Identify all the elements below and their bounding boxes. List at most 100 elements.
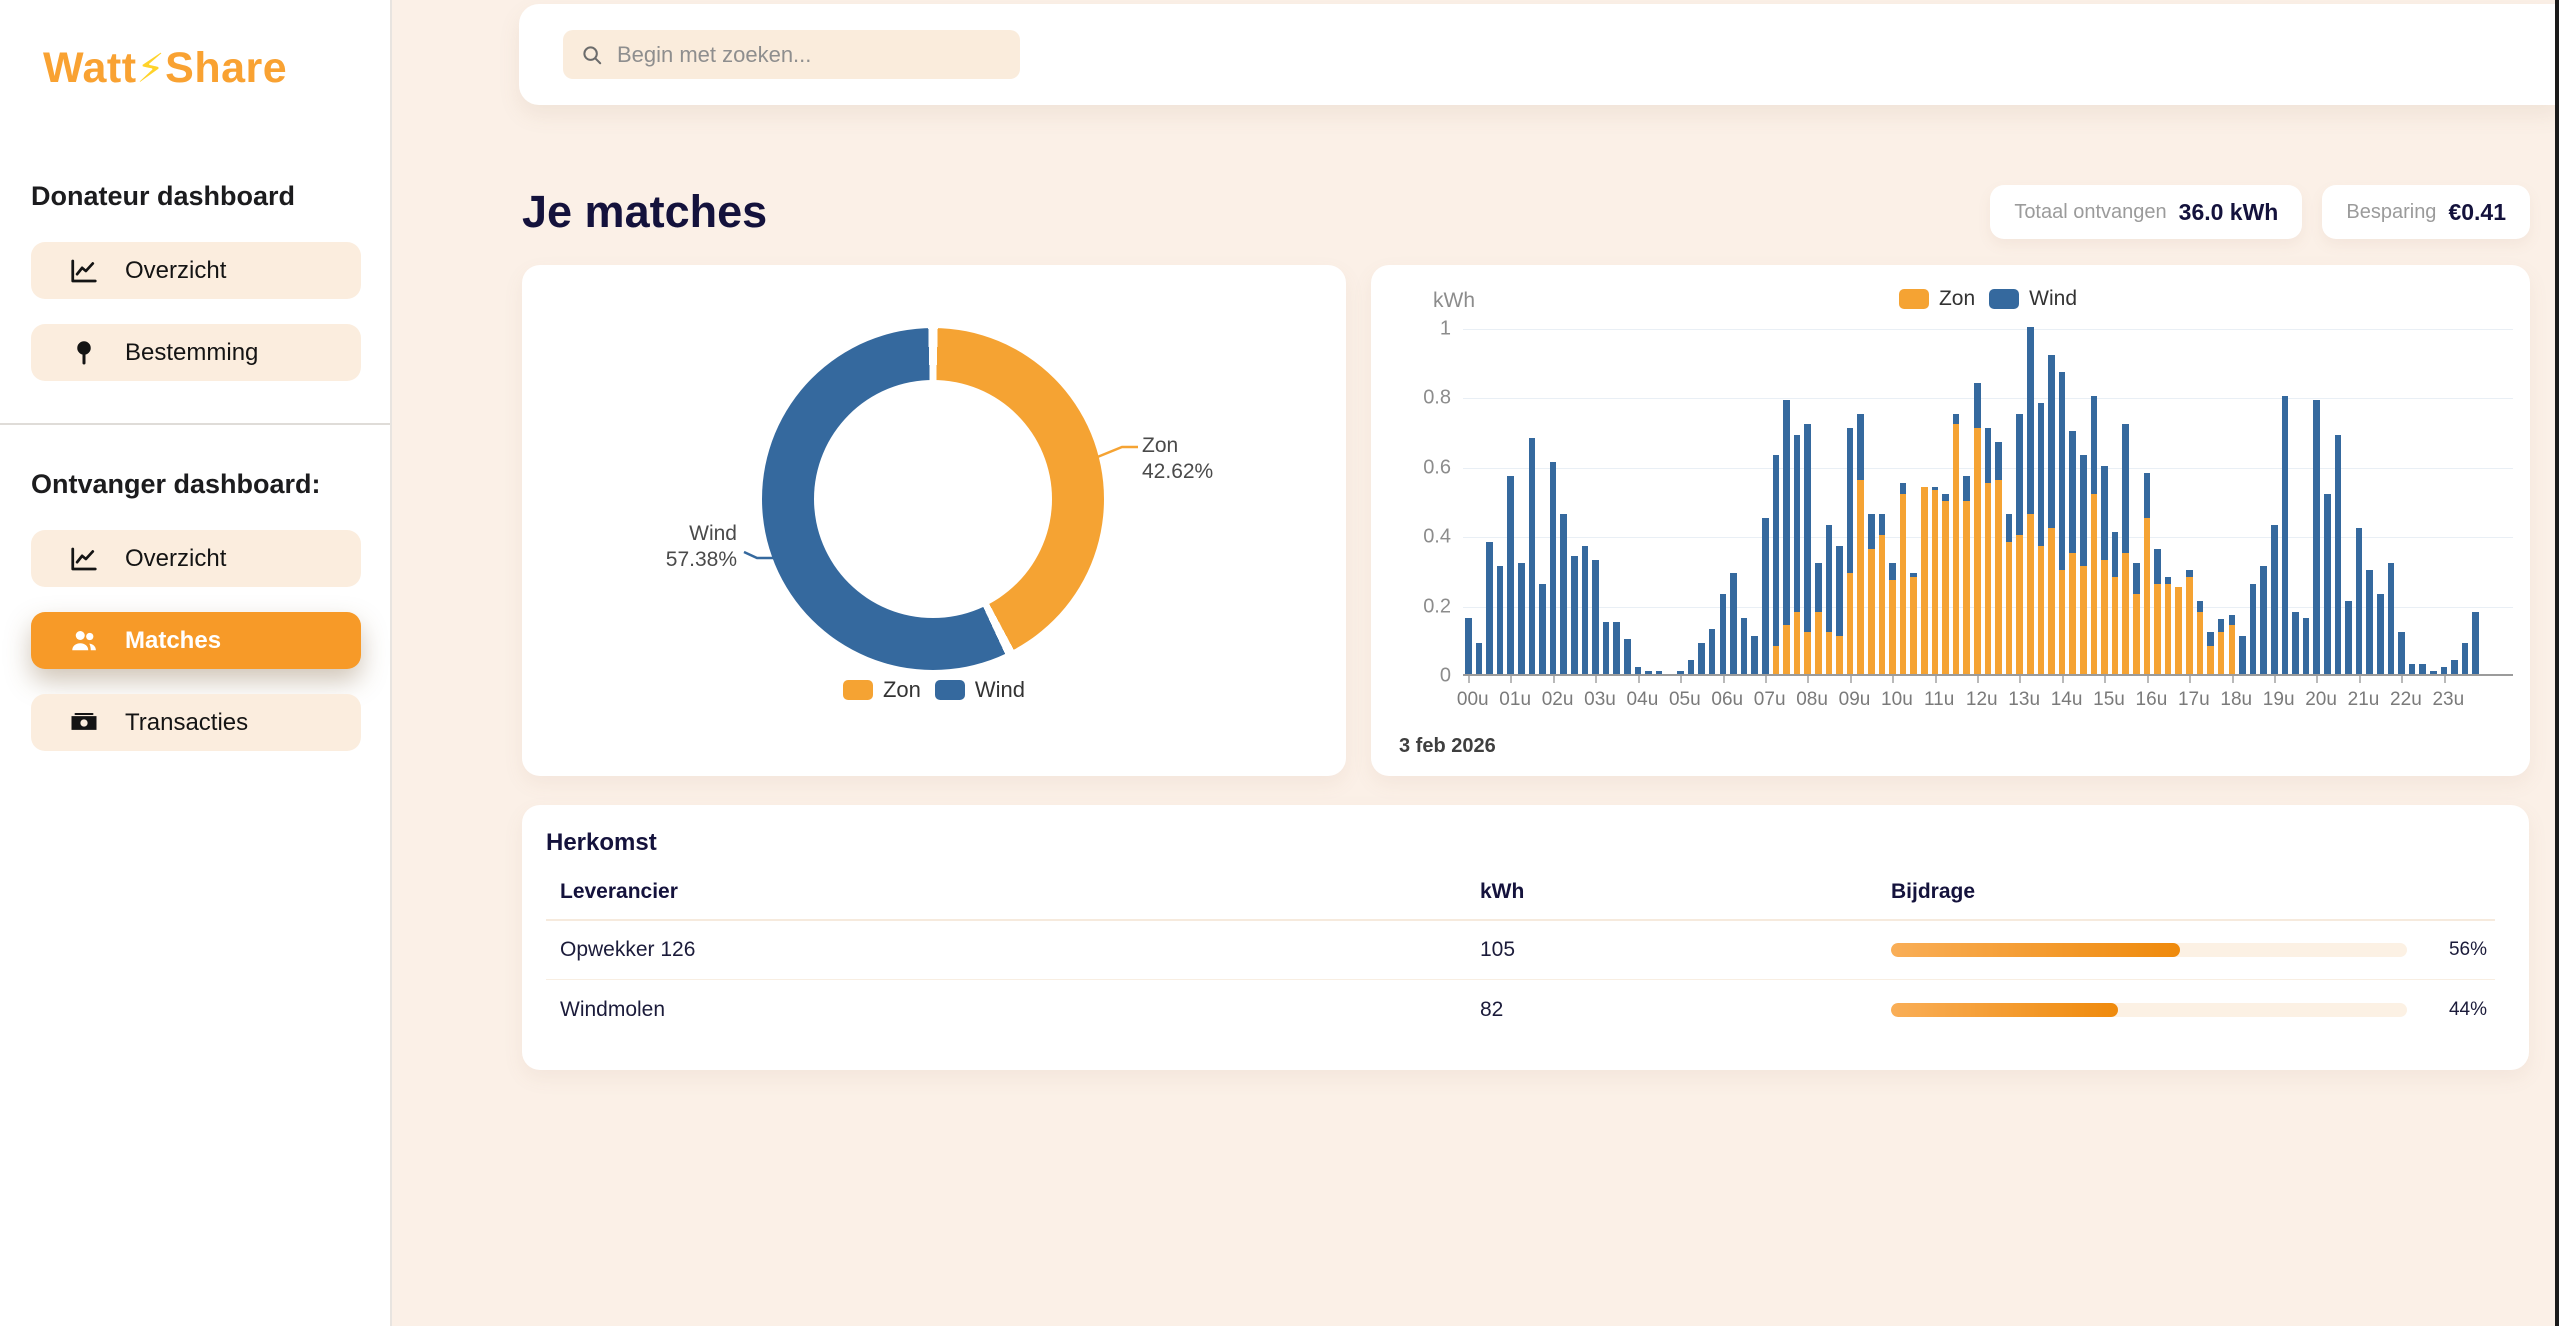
bar-quarter-hour[interactable]: [2101, 327, 2108, 674]
bar-quarter-hour[interactable]: [1931, 327, 1939, 674]
donut-chart[interactable]: [762, 328, 1104, 670]
bar-quarter-hour[interactable]: [2058, 327, 2066, 674]
search-box[interactable]: [563, 30, 1020, 79]
bar-quarter-hour[interactable]: [1751, 327, 1758, 674]
bar-quarter-hour[interactable]: [2037, 327, 2045, 674]
bar-quarter-hour[interactable]: [1708, 327, 1716, 674]
bar-quarter-hour[interactable]: [2398, 327, 2405, 674]
bar-quarter-hour[interactable]: [2207, 327, 2214, 674]
bar-quarter-hour[interactable]: [2111, 327, 2119, 674]
bar-quarter-hour[interactable]: [2302, 327, 2310, 674]
bar-quarter-hour[interactable]: [1613, 327, 1621, 674]
bar-quarter-hour[interactable]: [1677, 327, 1684, 674]
bar-quarter-hour[interactable]: [1825, 327, 1833, 674]
bar-quarter-hour[interactable]: [2334, 327, 2342, 674]
legend-item-zon[interactable]: Zon: [1898, 287, 1975, 311]
bar-quarter-hour[interactable]: [2292, 327, 2299, 674]
bar-quarter-hour[interactable]: [1857, 327, 1864, 674]
bar-quarter-hour[interactable]: [2366, 327, 2373, 674]
bar-quarter-hour[interactable]: [1772, 327, 1780, 674]
bar-quarter-hour[interactable]: [2090, 327, 2098, 674]
bar-quarter-hour[interactable]: [2281, 327, 2289, 674]
bar-quarter-hour[interactable]: [1528, 327, 1536, 674]
bar-quarter-hour[interactable]: [2472, 327, 2479, 674]
bar-quarter-hour[interactable]: [2313, 327, 2320, 674]
search-input[interactable]: [616, 41, 1002, 68]
sidebar-item-matches[interactable]: Matches: [31, 612, 361, 669]
bar-quarter-hour[interactable]: [2260, 327, 2267, 674]
bar-quarter-hour[interactable]: [1804, 327, 1811, 674]
bar-quarter-hour[interactable]: [1910, 327, 1917, 674]
bar-quarter-hour[interactable]: [2270, 327, 2278, 674]
bar-quarter-hour[interactable]: [2164, 327, 2172, 674]
bar-quarter-hour[interactable]: [2027, 327, 2034, 674]
bar-quarter-hour[interactable]: [1730, 327, 1737, 674]
bar-quarter-hour[interactable]: [2175, 327, 2183, 674]
bar-quarter-hour[interactable]: [1698, 327, 1705, 674]
legend-item-wind[interactable]: Wind: [934, 677, 1025, 703]
bar-quarter-hour[interactable]: [2196, 327, 2204, 674]
bar-quarter-hour[interactable]: [2408, 327, 2416, 674]
bar-quarter-hour[interactable]: [1592, 327, 1599, 674]
bar-quarter-hour[interactable]: [1486, 327, 1493, 674]
sidebar-item-overzicht-ontvanger[interactable]: Overzicht: [31, 530, 361, 587]
bar-quarter-hour[interactable]: [2345, 327, 2352, 674]
bar-quarter-hour[interactable]: [1518, 327, 1525, 674]
bar-quarter-hour[interactable]: [1867, 327, 1875, 674]
bar-quarter-hour[interactable]: [2440, 327, 2448, 674]
bar-quarter-hour[interactable]: [2461, 327, 2469, 674]
bar-quarter-hour[interactable]: [2122, 327, 2130, 674]
bar-quarter-hour[interactable]: [1687, 327, 1695, 674]
bar-quarter-hour[interactable]: [2429, 327, 2437, 674]
bar-quarter-hour[interactable]: [1719, 327, 1727, 674]
table-row[interactable]: Opwekker 126 105 56%: [546, 921, 2495, 980]
bar-quarter-hour[interactable]: [2249, 327, 2257, 674]
bar-quarter-hour[interactable]: [2376, 327, 2384, 674]
bar-quarter-hour[interactable]: [1634, 327, 1642, 674]
bar-quarter-hour[interactable]: [2154, 327, 2161, 674]
bar-quarter-hour[interactable]: [1814, 327, 1822, 674]
bar-quarter-hour[interactable]: [1846, 327, 1854, 674]
bar-quarter-hour[interactable]: [1974, 327, 1981, 674]
bar-quarter-hour[interactable]: [2133, 327, 2140, 674]
bar-quarter-hour[interactable]: [1942, 327, 1949, 674]
bar-quarter-hour[interactable]: [1539, 327, 1546, 674]
sidebar-item-overzicht-donateur[interactable]: Overzicht: [31, 242, 361, 299]
legend-item-zon[interactable]: Zon: [842, 677, 921, 703]
bar-quarter-hour[interactable]: [1740, 327, 1748, 674]
sidebar-item-bestemming[interactable]: Bestemming: [31, 324, 361, 381]
bar-quarter-hour[interactable]: [1571, 327, 1578, 674]
bar-quarter-hour[interactable]: [1889, 327, 1896, 674]
bar-quarter-hour[interactable]: [2080, 327, 2087, 674]
bar-quarter-hour[interactable]: [1465, 327, 1472, 674]
bar-quarter-hour[interactable]: [1984, 327, 1992, 674]
bar-quarter-hour[interactable]: [1581, 327, 1589, 674]
bar-quarter-hour[interactable]: [1836, 327, 1843, 674]
bar-quarter-hour[interactable]: [1666, 327, 1673, 674]
bar-quarter-hour[interactable]: [2048, 327, 2055, 674]
bar-quarter-hour[interactable]: [2143, 327, 2151, 674]
bar-quarter-hour[interactable]: [1560, 327, 1568, 674]
sidebar-item-transacties[interactable]: Transacties: [31, 694, 361, 751]
bar-quarter-hour[interactable]: [1496, 327, 1504, 674]
bar-quarter-hour[interactable]: [1645, 327, 1652, 674]
bar-quarter-hour[interactable]: [2016, 327, 2023, 674]
table-row[interactable]: Windmolen 82 44%: [546, 980, 2495, 1039]
bar-quarter-hour[interactable]: [1793, 327, 1801, 674]
bar-quarter-hour[interactable]: [1963, 327, 1970, 674]
bar-quarter-hour[interactable]: [2228, 327, 2236, 674]
bar-quarter-hour[interactable]: [1549, 327, 1557, 674]
bar-quarter-hour[interactable]: [1507, 327, 1514, 674]
bar-quarter-hour[interactable]: [2069, 327, 2077, 674]
bar-quarter-hour[interactable]: [1475, 327, 1483, 674]
bar-quarter-hour[interactable]: [1655, 327, 1663, 674]
bar-quarter-hour[interactable]: [1920, 327, 1928, 674]
bar-quarter-hour[interactable]: [1602, 327, 1610, 674]
bar-quarter-hour[interactable]: [2355, 327, 2363, 674]
bar-quarter-hour[interactable]: [2239, 327, 2246, 674]
bar-quarter-hour[interactable]: [1783, 327, 1790, 674]
bar-quarter-hour[interactable]: [2217, 327, 2225, 674]
bar-quarter-hour[interactable]: [2451, 327, 2458, 674]
bar-quarter-hour[interactable]: [2323, 327, 2331, 674]
bar-quarter-hour[interactable]: [1878, 327, 1886, 674]
